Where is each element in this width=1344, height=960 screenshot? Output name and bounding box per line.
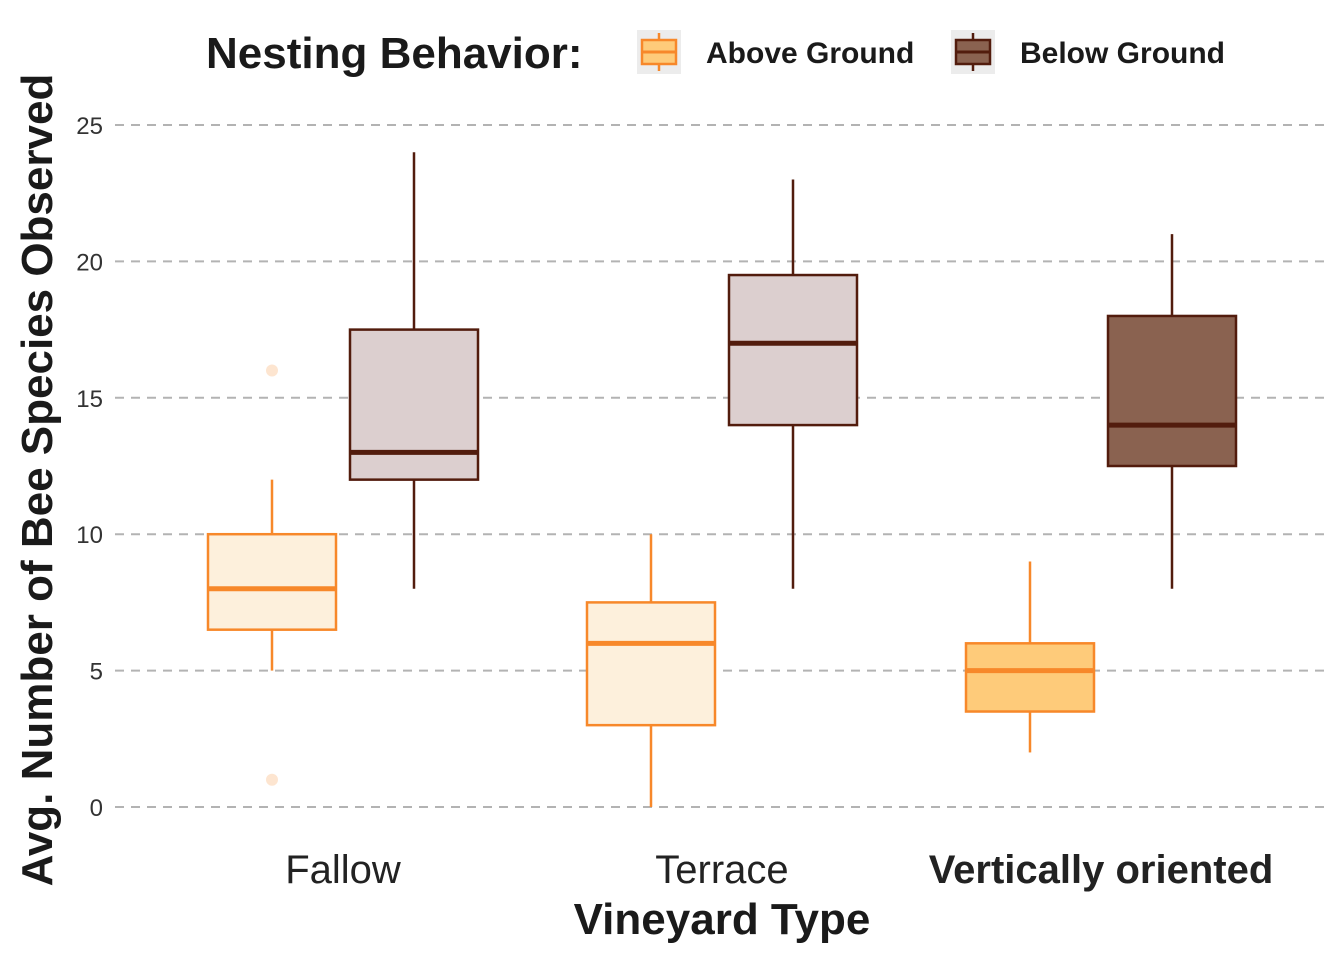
box-above-ground-terrace [585,534,717,807]
x-category-labels: Fallow Terrace Vertically oriented [285,848,1273,892]
box-below-ground-vertically-oriented [1106,234,1238,589]
x-category-label: Terrace [655,848,788,892]
x-axis-title: Vineyard Type [574,895,871,944]
legend: Nesting Behavior: Above Ground Below Gro… [206,29,1225,78]
box-iqr [348,328,480,481]
box-iqr [206,532,338,631]
y-tick-labels: 0 5 10 15 20 25 [76,113,103,822]
y-axis-title: Avg. Number of Bee Species Observed [13,74,62,887]
legend-item-above-ground: Above Ground [637,30,914,74]
y-tick-label: 5 [90,659,103,686]
legend-item-below-ground: Below Ground [951,30,1225,74]
legend-title: Nesting Behavior: [206,29,583,78]
y-tick-label: 10 [76,522,103,549]
y-tick-label: 15 [76,386,103,413]
box-below-ground-fallow [348,152,480,589]
y-tick-label: 20 [76,249,103,276]
box-iqr [727,273,859,427]
x-category-label: Vertically oriented [929,848,1274,892]
x-category-label: Fallow [285,848,401,892]
box-above-ground-vertically-oriented [964,561,1096,753]
legend-label-below-ground: Below Ground [1020,37,1225,70]
box-below-ground-terrace [727,179,859,589]
box-above-ground-fallow [206,364,338,786]
boxes [206,152,1238,807]
box-iqr [585,601,717,727]
legend-label-above-ground: Above Ground [706,37,914,70]
outlier-point [266,773,278,786]
y-tick-label: 25 [76,113,103,140]
y-tick-label: 0 [90,795,103,822]
box-iqr [964,642,1096,713]
outlier-point [266,364,278,377]
box-iqr [1106,314,1238,468]
